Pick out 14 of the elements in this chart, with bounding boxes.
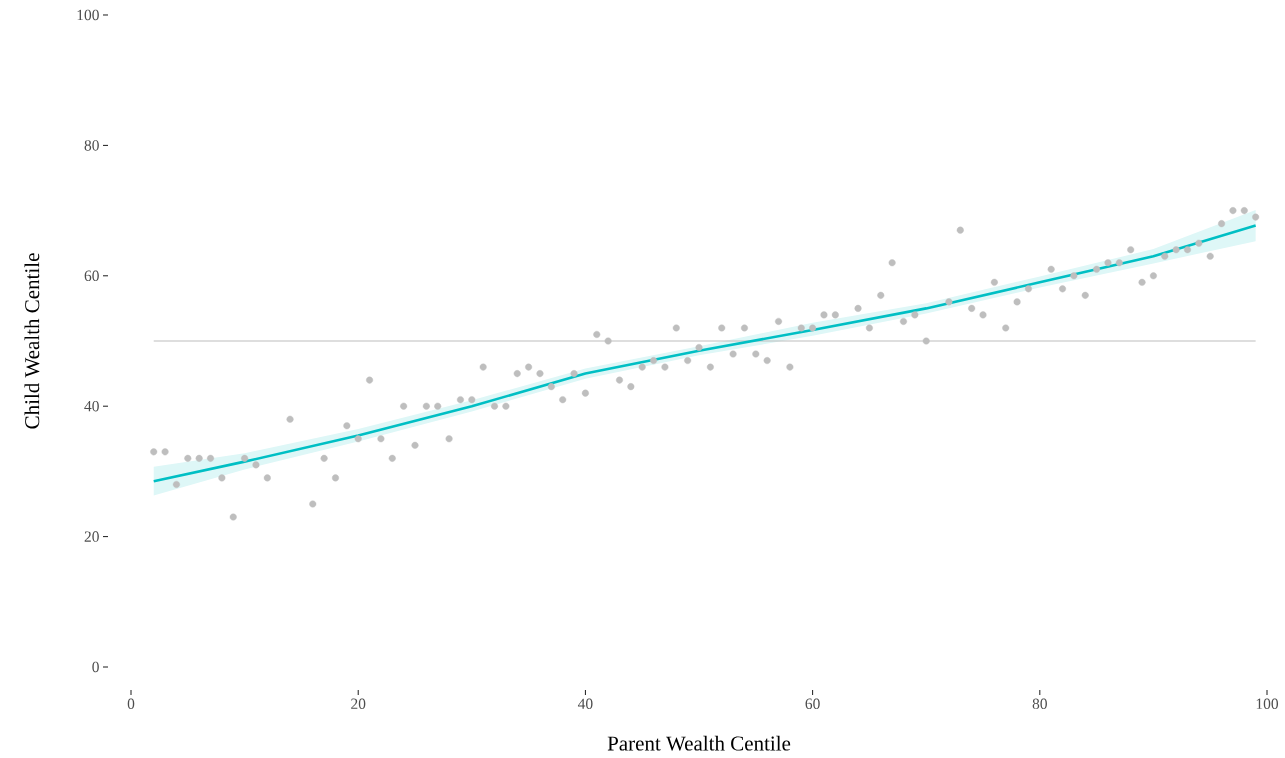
y-tick-label: 100 [77,9,99,21]
x-tick-label: 60 [805,698,820,709]
x-tick-label: 80 [1032,698,1047,709]
y-tick-label: 40 [84,400,99,412]
y-tick-label: 80 [84,140,99,151]
y-tick-label: 20 [84,531,99,542]
x-tick-label: 100 [1256,698,1279,709]
y-tick-label: 0 [92,661,99,673]
y-tick-label: 60 [84,270,99,282]
x-tick-label: 0 [127,698,135,709]
x-tick-label: 20 [351,698,366,709]
x-tick-label: 40 [577,698,593,709]
y-axis-title: Child Wealth Centile [24,253,40,429]
x-axis-title: Parent Wealth Centile [607,735,791,751]
